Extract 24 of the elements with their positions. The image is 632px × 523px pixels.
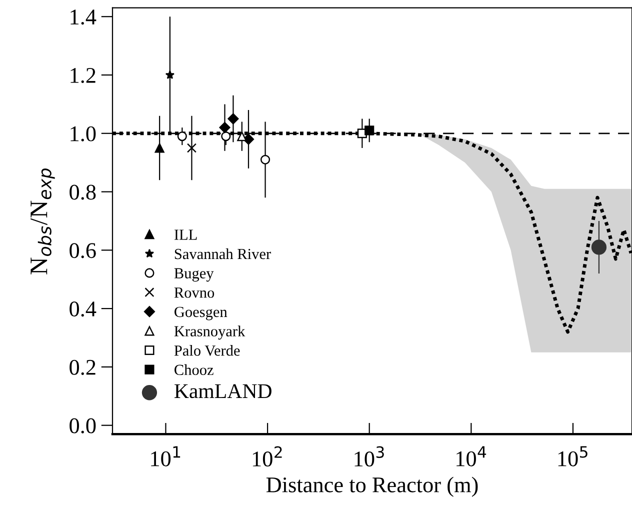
legend-label: ILL [174,230,197,240]
legend-label: Palo Verde [174,345,240,356]
legend-label: Bugey [174,268,214,282]
legend-label: Krasnoyark [174,326,246,340]
x-tick-label: 10$^{1}$ [151,446,180,466]
x-tick-label: 10$^{2}$ [252,446,282,467]
y-tick-label: 1.2 [70,68,96,84]
x-axis-title: Distance to Reactor (m) [266,476,478,497]
y-tick-label: 1.4 [70,10,96,25]
y-tick-label: 1.0 [70,126,96,142]
legend-label: KamLAND [174,384,272,398]
legend-label: Goesgen [174,306,228,320]
y-tick-label: 0.8 [70,184,96,200]
y-tick-label: 0.2 [70,360,96,375]
y-axis-title: N$_{obs}$/N$_{exp}$ [30,168,55,274]
y-tick-label: 0.0 [70,418,96,434]
y-tick-label: 0.6 [70,243,96,258]
legend-label: Savannah River [174,248,271,260]
x-tick-label: 10$^{5}$ [558,446,588,466]
x-tick-label: 10$^{4}$ [456,446,486,466]
legend-label: Chooz [174,364,214,376]
legend-label: Rovno [174,288,214,298]
y-tick-label: 0.4 [70,301,96,317]
x-tick-label: 10$^{3}$ [354,446,384,467]
